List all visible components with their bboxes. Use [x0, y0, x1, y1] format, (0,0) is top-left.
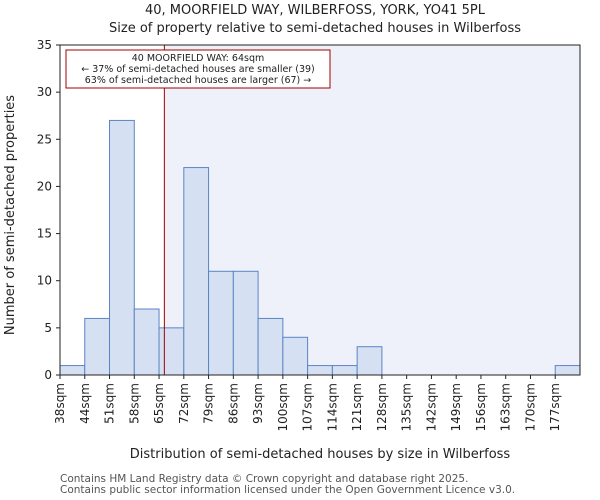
- x-tick-label: 156sqm: [474, 383, 488, 431]
- bar-177sqm: [554, 365, 581, 376]
- x-tick-label: 100sqm: [276, 383, 290, 431]
- annotation-box: [65, 49, 331, 89]
- y-axis-label: Number of semi-detached properties: [3, 95, 18, 335]
- bar-86sqm: [232, 270, 259, 376]
- x-tick-label: 142sqm: [424, 383, 438, 431]
- annotation-line-3: 63% of semi-detached houses are larger (…: [85, 75, 312, 86]
- bar-72sqm: [183, 167, 210, 376]
- x-tick-label: 72sqm: [177, 383, 191, 424]
- x-tick-label: 163sqm: [499, 383, 513, 431]
- y-tick-label: 25: [37, 132, 52, 146]
- bar-121sqm: [356, 346, 383, 376]
- footer-line-2: Contains public sector information licen…: [60, 484, 516, 496]
- annotation-line-1: 40 MOORFIELD WAY: 64sqm: [132, 53, 264, 64]
- x-tick-label: 149sqm: [449, 383, 463, 431]
- bar-100sqm: [282, 336, 309, 376]
- x-tick-label: 135sqm: [400, 383, 414, 431]
- x-tick-label: 79sqm: [202, 383, 216, 424]
- bar-79sqm: [208, 270, 234, 376]
- marker-annotation: 40 MOORFIELD WAY: 64sqm ← 37% of semi-de…: [65, 49, 331, 89]
- x-tick-label: 128sqm: [375, 383, 389, 431]
- plot-frame: [59, 44, 581, 376]
- x-tick-label: 121sqm: [350, 383, 364, 431]
- x-tick-label: 177sqm: [548, 383, 562, 431]
- bar-51sqm: [109, 119, 135, 376]
- bar-114sqm: [331, 365, 358, 376]
- bar-44sqm: [84, 317, 111, 376]
- chart-subtitle: Size of property relative to semi-detach…: [109, 21, 521, 36]
- y-tick-label: 35: [37, 38, 52, 52]
- bar-93sqm: [257, 317, 284, 376]
- bar-58sqm: [133, 308, 160, 376]
- x-tick-label: 58sqm: [127, 383, 141, 424]
- bar-38sqm: [59, 365, 86, 376]
- x-tick-label: 107sqm: [301, 383, 315, 431]
- footer-line-1: Contains HM Land Registry data © Crown c…: [60, 473, 469, 485]
- y-tick-label: 30: [37, 85, 52, 99]
- y-tick-label: 0: [44, 368, 52, 382]
- x-tick-label: 38sqm: [53, 383, 67, 424]
- bar-65sqm: [158, 327, 185, 376]
- y-tick-label: 20: [37, 179, 52, 193]
- plot-area: 0 5 10 15 20 25 30 35 38sqm 44sqm 51sqm 58sqm 65sqm…: [37, 38, 581, 431]
- x-tick-label: 65sqm: [152, 383, 166, 424]
- x-axis-label: Distribution of semi-detached houses by …: [130, 447, 511, 462]
- annotation-line-2: ← 37% of semi-detached houses are smalle…: [81, 64, 315, 75]
- x-tick-label: 114sqm: [325, 383, 339, 431]
- y-tick-label: 15: [37, 227, 52, 241]
- x-tick-label: 170sqm: [523, 383, 537, 431]
- chart-title: 40, MOORFIELD WAY, WILBERFOSS, YORK, YO4…: [145, 3, 486, 18]
- x-tick-label: 86sqm: [226, 383, 240, 424]
- x-tick-label: 93sqm: [251, 383, 265, 424]
- x-tick-label: 44sqm: [78, 383, 92, 424]
- bar-107sqm: [307, 365, 333, 376]
- y-tick-label: 10: [37, 274, 52, 288]
- x-tick-label: 51sqm: [103, 383, 117, 424]
- y-tick-label: 5: [44, 321, 52, 335]
